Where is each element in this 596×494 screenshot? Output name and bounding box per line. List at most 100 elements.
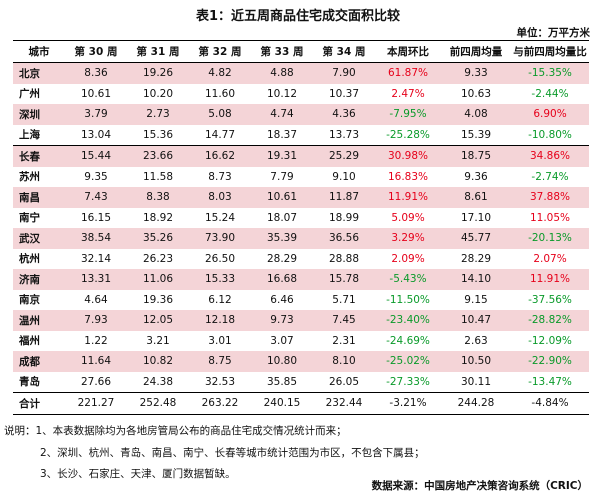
value-cell: 3.79 [65,104,127,125]
value-cell: 6.12 [189,289,251,310]
value-cell: 8.73 [189,166,251,187]
value-cell: 10.61 [65,83,127,104]
table-row: 福州 1.22 3.21 3.01 3.07 2.31 -24.69% 2.63 -12.09% [13,330,589,351]
value-cell: 28.29 [251,248,313,269]
value-cell: 11.06 [127,269,189,290]
table-row: 杭州 32.14 26.23 26.50 28.29 28.88 2.09% 28.29 2.0… [13,248,589,269]
city-cell: 合计 [13,392,65,415]
value-cell: 14.10 [441,269,511,290]
value-cell: -25.28% [375,124,441,146]
value-cell: 10.47 [441,310,511,331]
value-cell: 2.31 [313,330,375,351]
value-cell: 19.31 [251,145,313,167]
column-header: 城市 [13,40,65,63]
value-cell: 11.05% [511,207,589,228]
value-cell: 8.10 [313,351,375,372]
value-cell: 30.11 [441,371,511,393]
city-cell: 杭州 [13,248,65,269]
value-cell: 6.46 [251,289,313,310]
value-cell: 5.71 [313,289,375,310]
value-cell: 11.58 [127,166,189,187]
value-cell: 15.44 [65,145,127,167]
table-row: 上海 13.04 15.36 14.77 18.37 13.73 -25.28% 15.39-… [13,124,589,146]
value-cell: 19.36 [127,289,189,310]
value-cell: -5.43% [375,269,441,290]
value-cell: 10.63 [441,83,511,104]
value-cell: 4.88 [251,62,313,84]
value-cell: 18.99 [313,207,375,228]
value-cell: 7.93 [65,310,127,331]
value-cell: 7.45 [313,310,375,331]
value-cell: 16.68 [251,269,313,290]
table-row: 济南 13.31 11.06 15.33 16.68 15.78 -5.43% 14.10 11… [13,269,589,290]
total-row: 合计 221.27 252.48 263.22 240.15 232.44 -3.21% 24… [13,392,589,415]
city-cell: 北京 [13,62,65,84]
table-row: 武汉 38.54 35.26 73.90 35.39 36.56 3.29% 45.77 -20… [13,228,589,249]
value-cell: 13.31 [65,269,127,290]
city-cell: 深圳 [13,104,65,125]
value-cell: 15.24 [189,207,251,228]
table-row: 南京 4.64 19.36 6.12 6.46 5.71 -11.50% 9.15 -37.56… [13,289,589,310]
value-cell: -2.44% [511,83,589,104]
city-cell: 长春 [13,145,65,167]
value-cell: 13.73 [313,124,375,146]
city-cell: 苏州 [13,166,65,187]
transaction-area-table: 城市第 30 周第 31 周第 32 周第 33 周第 34 周本周环比 前四周均… [13,40,589,415]
value-cell: -23.40% [375,310,441,331]
city-cell: 温州 [13,310,65,331]
value-cell: 9.73 [251,310,313,331]
value-cell: 244.28 [441,392,511,415]
value-cell: 1.22 [65,330,127,351]
value-cell: 36.56 [313,228,375,249]
value-cell: 4.36 [313,104,375,125]
value-cell: 9.15 [441,289,511,310]
value-cell: 16.62 [189,145,251,167]
table-row: 南宁 16.15 18.92 15.24 18.07 18.99 5.09% 17.10 11.… [13,207,589,228]
value-cell: 73.90 [189,228,251,249]
value-cell: 8.36 [65,62,127,84]
value-cell: 24.38 [127,371,189,393]
column-header: 本周环比 [375,40,441,63]
value-cell: 12.18 [189,310,251,331]
value-cell: -12.09% [511,330,589,351]
value-cell: -2.74% [511,166,589,187]
value-cell: 16.83% [375,166,441,187]
table-row: 成都 11.64 10.82 8.75 10.80 8.10 -25.02% 10.50 -22… [13,351,589,372]
value-cell: 14.77 [189,124,251,146]
city-cell: 成都 [13,351,65,372]
value-cell: -15.35% [511,62,589,84]
value-cell: 4.82 [189,62,251,84]
value-cell: 4.74 [251,104,313,125]
value-cell: 27.66 [65,371,127,393]
value-cell: 2.09% [375,248,441,269]
table-row: 青岛 27.66 24.38 32.53 35.85 26.05 -27.33% 30.11-… [13,371,589,393]
value-cell: 240.15 [251,392,313,415]
table-row: 长春 15.44 23.66 16.62 19.31 25.29 30.98% 18.75 34… [13,145,589,167]
value-cell: 35.85 [251,371,313,393]
value-cell: 10.37 [313,83,375,104]
value-cell: 2.07% [511,248,589,269]
value-cell: 35.26 [127,228,189,249]
value-cell: -27.33% [375,371,441,393]
city-cell: 南宁 [13,207,65,228]
value-cell: 38.54 [65,228,127,249]
value-cell: 17.10 [441,207,511,228]
value-cell: 232.44 [313,392,375,415]
value-cell: 45.77 [441,228,511,249]
value-cell: -10.80% [511,124,589,146]
value-cell: 16.15 [65,207,127,228]
value-cell: -3.21% [375,392,441,415]
value-cell: 12.05 [127,310,189,331]
value-cell: 3.01 [189,330,251,351]
city-cell: 南昌 [13,187,65,208]
table-title: 表1：近五周商品住宅成交面积比较 [195,9,401,24]
column-header: 第 31 周 [127,40,189,63]
table-row: 深圳 3.79 2.73 5.08 4.74 4.36 -7.95% 4.08 6.90% [13,104,589,125]
value-cell: 9.36 [441,166,511,187]
value-cell: 6.90% [511,104,589,125]
column-header: 与前四周均量比 [511,40,589,63]
value-cell: -11.50% [375,289,441,310]
value-cell: 28.29 [441,248,511,269]
value-cell: 37.88% [511,187,589,208]
value-cell: 23.66 [127,145,189,167]
